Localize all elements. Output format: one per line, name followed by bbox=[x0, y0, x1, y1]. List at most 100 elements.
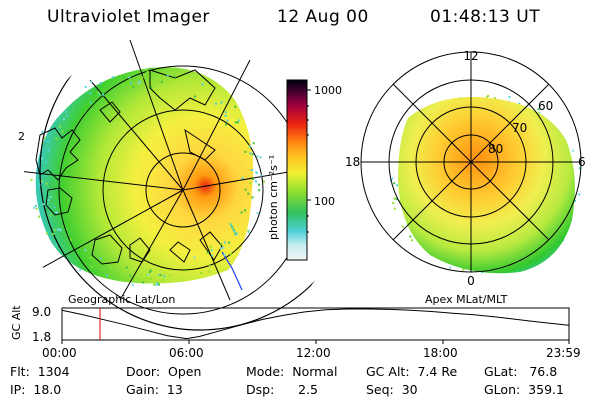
blue-meridian-line bbox=[221, 251, 243, 291]
speckle bbox=[99, 257, 102, 260]
speckle bbox=[260, 174, 263, 177]
geographic-map: 2 bbox=[18, 30, 343, 331]
speckle bbox=[128, 76, 131, 79]
speckle bbox=[90, 265, 93, 268]
colorbar-tick-100: 100 bbox=[314, 195, 335, 208]
speckle bbox=[92, 101, 95, 104]
speckle bbox=[53, 206, 56, 209]
speckle bbox=[250, 169, 253, 171]
altitude-orbit-line bbox=[61, 308, 569, 340]
speckle bbox=[244, 188, 247, 191]
speckle bbox=[208, 265, 211, 267]
speckle bbox=[247, 229, 250, 232]
speckle bbox=[41, 157, 44, 160]
speckle bbox=[144, 73, 147, 76]
speckle bbox=[392, 202, 395, 205]
speckle bbox=[41, 131, 44, 134]
speckle bbox=[185, 270, 187, 273]
speckle bbox=[234, 121, 237, 124]
speckle bbox=[508, 95, 511, 98]
speckle bbox=[75, 106, 78, 109]
info-glat: GLat: 76.8 bbox=[484, 364, 558, 379]
speckle bbox=[55, 137, 58, 140]
speckle bbox=[236, 232, 238, 235]
mlt-label-0: 0 bbox=[467, 274, 475, 288]
speckle bbox=[141, 76, 144, 79]
speckle bbox=[90, 80, 93, 83]
speckle bbox=[209, 245, 212, 248]
speckle bbox=[231, 226, 234, 229]
speckle bbox=[249, 152, 252, 155]
speckle bbox=[123, 76, 126, 79]
colorbar-tick-1000: 1000 bbox=[314, 84, 342, 97]
speckle bbox=[66, 115, 69, 118]
speckle bbox=[153, 283, 155, 286]
info-door: Door: Open bbox=[126, 364, 202, 379]
speckle bbox=[251, 153, 254, 156]
speckle bbox=[54, 229, 57, 232]
speckle bbox=[449, 266, 452, 269]
xtick-0600: 06:00 bbox=[169, 346, 204, 360]
speckle bbox=[50, 199, 52, 202]
coastlines bbox=[35, 69, 223, 265]
speckle bbox=[172, 71, 175, 74]
speckle bbox=[234, 233, 237, 236]
speckle bbox=[114, 263, 117, 266]
speckle bbox=[30, 178, 33, 181]
speckle bbox=[148, 67, 151, 70]
speckle bbox=[149, 269, 152, 272]
speckle bbox=[58, 228, 61, 231]
speckle bbox=[166, 74, 169, 77]
speckle bbox=[59, 125, 62, 128]
speckle bbox=[255, 180, 257, 183]
speckle bbox=[150, 277, 152, 280]
speckle bbox=[206, 251, 209, 254]
speckle bbox=[247, 192, 250, 195]
speckle bbox=[173, 75, 176, 78]
mlt-label-12: 12 bbox=[463, 49, 478, 63]
altitude-ylabel: GC Alt bbox=[10, 305, 23, 340]
speckle bbox=[249, 182, 252, 185]
speckle bbox=[226, 119, 229, 122]
speckle bbox=[244, 150, 247, 153]
speckle bbox=[193, 95, 196, 98]
speckle bbox=[256, 155, 259, 158]
speckle bbox=[229, 253, 232, 256]
speckle bbox=[132, 86, 135, 89]
speckle bbox=[42, 142, 45, 145]
speckle bbox=[98, 93, 101, 95]
speckle bbox=[38, 215, 41, 218]
speckle bbox=[229, 223, 232, 226]
info-dsp: Dsp: 2.5 bbox=[246, 382, 319, 397]
speckle bbox=[263, 180, 266, 183]
speckle bbox=[155, 283, 158, 286]
altitude-ytick-bottom: 1.8 bbox=[32, 330, 51, 344]
speckle bbox=[156, 282, 159, 285]
color-bar: 1000 100 photon cm⁻²s⁻¹ bbox=[267, 79, 342, 261]
altitude-plot: GC Alt 9.0 1.8 00:00 06:00 12:00 18:00 2… bbox=[10, 305, 581, 360]
speckle bbox=[487, 94, 490, 97]
speckle bbox=[252, 178, 255, 181]
speckle bbox=[223, 254, 226, 256]
speckle bbox=[49, 196, 52, 198]
speckle bbox=[46, 232, 48, 235]
speckle bbox=[60, 229, 62, 232]
speckle bbox=[150, 86, 153, 89]
speckle bbox=[462, 268, 465, 271]
speckle bbox=[34, 204, 37, 207]
speckle bbox=[84, 85, 87, 88]
speckle bbox=[49, 214, 52, 217]
speckle bbox=[35, 207, 38, 210]
speckle bbox=[47, 149, 50, 152]
speckle bbox=[193, 256, 196, 259]
speckle bbox=[401, 225, 404, 228]
info-ip: IP: 18.0 bbox=[10, 382, 62, 397]
speckle bbox=[241, 177, 244, 180]
speckle bbox=[572, 149, 575, 152]
xtick-1800: 18:00 bbox=[423, 346, 458, 360]
color-bar-scale bbox=[286, 79, 308, 261]
speckle bbox=[233, 230, 236, 233]
speckle bbox=[259, 156, 262, 159]
speckle bbox=[518, 102, 521, 105]
